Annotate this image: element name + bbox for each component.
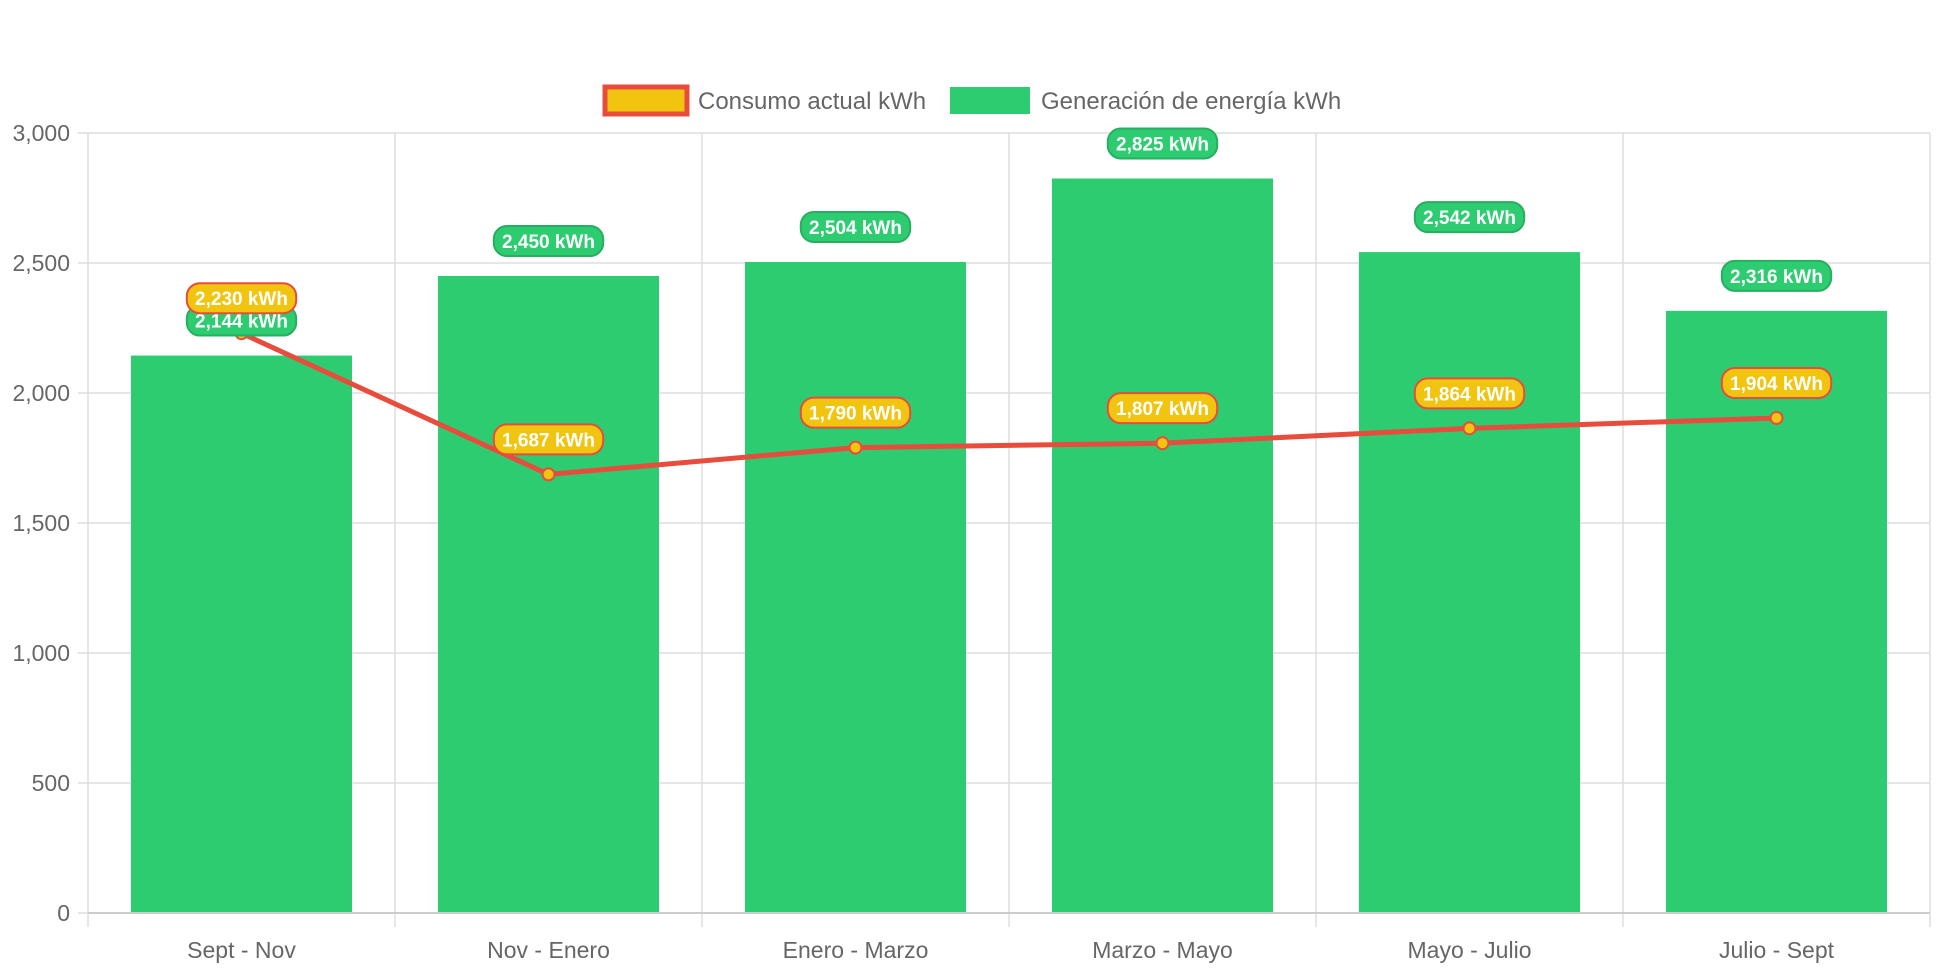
data-label: 1,687 kWh (492, 423, 605, 456)
legend-label: Consumo actual kWh (698, 88, 926, 115)
bar (130, 355, 353, 913)
data-label-badge (1720, 259, 1833, 292)
y-tick-label: 500 (32, 770, 70, 796)
data-label-badge (1413, 377, 1526, 410)
data-label-text: 2,825 kWh (1116, 135, 1209, 156)
legend: Consumo actual kWh Generación de energía … (602, 84, 1341, 117)
data-label: 2,450 kWh (492, 225, 605, 257)
data-label-badge (1106, 127, 1219, 160)
data-label-badge (492, 225, 605, 257)
legend-item-generacion[interactable]: Generación de energía kWh (950, 87, 1341, 115)
y-tick-label: 3,000 (12, 120, 70, 146)
legend-swatch (950, 87, 1030, 114)
x-tick-label: Nov - Enero (487, 937, 610, 963)
data-label-badge (799, 210, 912, 243)
y-tick-label: 2,500 (12, 250, 70, 276)
y-tick-label: 0 (57, 900, 70, 926)
data-label: 2,825 kWh (1106, 127, 1219, 160)
data-label: 2,316 kWh (1720, 259, 1833, 292)
line-point (1769, 410, 1784, 425)
legend-item-consumo[interactable]: Consumo actual kWh (602, 84, 926, 117)
line-point (1462, 421, 1477, 436)
data-label-text: 2,230 kWh (195, 289, 288, 310)
data-labels: 2,144 kWh 2,450 kWh 2,504 kWh 2,825 kWh 2,54… (185, 127, 1833, 456)
data-label-text: 2,542 kWh (1423, 208, 1516, 229)
data-label-badge (1413, 201, 1526, 234)
x-tick-label: Sept - Nov (187, 937, 296, 963)
bar (744, 261, 967, 914)
legend-label: Generación de energía kWh (1041, 88, 1341, 115)
data-label: 2,542 kWh (1413, 201, 1526, 234)
y-tick-label: 1,000 (12, 640, 70, 666)
data-label-text: 2,144 kWh (195, 312, 288, 333)
data-label-text: 2,504 kWh (809, 218, 902, 239)
data-label: 1,864 kWh (1413, 377, 1526, 410)
data-label: 2,504 kWh (799, 210, 912, 243)
y-tick-label: 1,500 (12, 510, 70, 536)
grid (78, 132, 1931, 927)
axes: 0 500 1,000 1,500 2,000 2,500 3,000 Sept - Nov N… (12, 120, 1930, 963)
data-label-badge (799, 396, 912, 429)
data-label-badge (1106, 392, 1219, 425)
line-point (848, 440, 863, 455)
data-label-badge (185, 282, 298, 315)
y-tick-label: 2,000 (12, 380, 70, 406)
data-label-badge (492, 423, 605, 456)
data-label-text: 2,316 kWh (1730, 267, 1823, 288)
bar (437, 276, 660, 913)
data-label: 1,807 kWh (1106, 392, 1219, 425)
x-tick-label: Julio - Sept (1719, 937, 1835, 963)
data-label-text: 1,807 kWh (1116, 399, 1209, 420)
data-label-text: 1,687 kWh (502, 430, 595, 451)
data-label: 2,230 kWh (185, 282, 298, 315)
data-label: 1,790 kWh (799, 396, 912, 429)
data-label-badge (1720, 366, 1833, 399)
legend-swatch (602, 84, 690, 117)
data-label-text: 1,904 kWh (1730, 374, 1823, 395)
bar (1051, 178, 1274, 913)
data-label: 1,904 kWh (1720, 366, 1833, 399)
x-tick-label: Enero - Marzo (783, 937, 929, 963)
line-point (541, 467, 556, 482)
data-label-text: 2,450 kWh (502, 232, 595, 253)
data-label-text: 1,864 kWh (1423, 384, 1516, 405)
line-point (1155, 436, 1170, 451)
bar (1665, 310, 1888, 914)
x-tick-label: Mayo - Julio (1408, 937, 1532, 963)
x-tick-label: Marzo - Mayo (1092, 937, 1233, 963)
bar (1358, 252, 1581, 913)
data-label-text: 1,790 kWh (809, 404, 902, 425)
